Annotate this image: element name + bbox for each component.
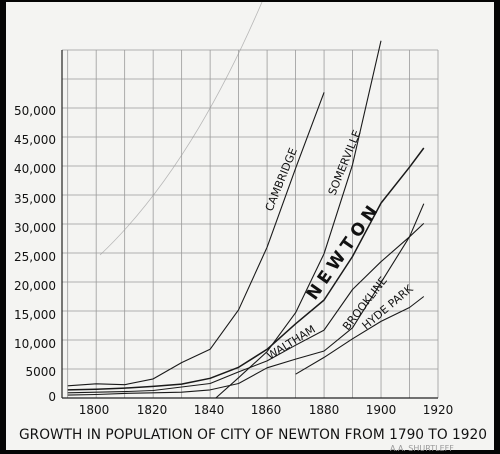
author-credit: A.A. SHURTLEFF xyxy=(390,444,454,453)
y-tick-label: 25,000 xyxy=(14,250,56,264)
y-tick-label: 0 xyxy=(48,390,56,404)
y-tick-label: 50,000 xyxy=(14,104,56,118)
y-tick-label: 35,000 xyxy=(14,192,56,206)
x-tick-label: 1800 xyxy=(79,403,110,417)
x-tick-label: 1900 xyxy=(366,403,397,417)
series-line-brookline xyxy=(67,203,425,396)
x-tick-labels: 1800 1820 1840 1860 1880 1900 1920 xyxy=(79,403,454,417)
series-line-somerville xyxy=(215,40,382,398)
series-line-newton xyxy=(67,147,425,391)
y-tick-labels: 0 5000 10,000 15,000 20,000 25,000 30,00… xyxy=(14,104,56,404)
pencil-guide-curve xyxy=(99,1,263,256)
grid xyxy=(62,49,439,399)
series-line-waltham xyxy=(67,222,425,394)
x-tick-label: 1880 xyxy=(309,403,340,417)
y-tick-label: 45,000 xyxy=(14,133,56,147)
y-tick-label: 20,000 xyxy=(14,279,56,293)
x-tick-label: 1820 xyxy=(137,403,168,417)
y-tick-label: 5000 xyxy=(25,365,56,379)
series-layer xyxy=(67,40,425,398)
series-line-cambridge xyxy=(67,92,325,387)
y-tick-label: 15,000 xyxy=(14,308,56,322)
x-tick-label: 1840 xyxy=(194,403,225,417)
axes xyxy=(61,50,438,399)
paper-sheet xyxy=(6,2,494,450)
y-tick-label: 10,000 xyxy=(14,337,56,351)
x-tick-label: 1920 xyxy=(423,403,454,417)
y-tick-label: 30,000 xyxy=(14,221,56,235)
y-tick-label: 40,000 xyxy=(14,162,56,176)
x-tick-label: 1860 xyxy=(251,403,282,417)
series-line-hyde-park xyxy=(295,296,425,375)
chart-title: GROWTH IN POPULATION OF CITY OF NEWTON F… xyxy=(19,427,487,443)
